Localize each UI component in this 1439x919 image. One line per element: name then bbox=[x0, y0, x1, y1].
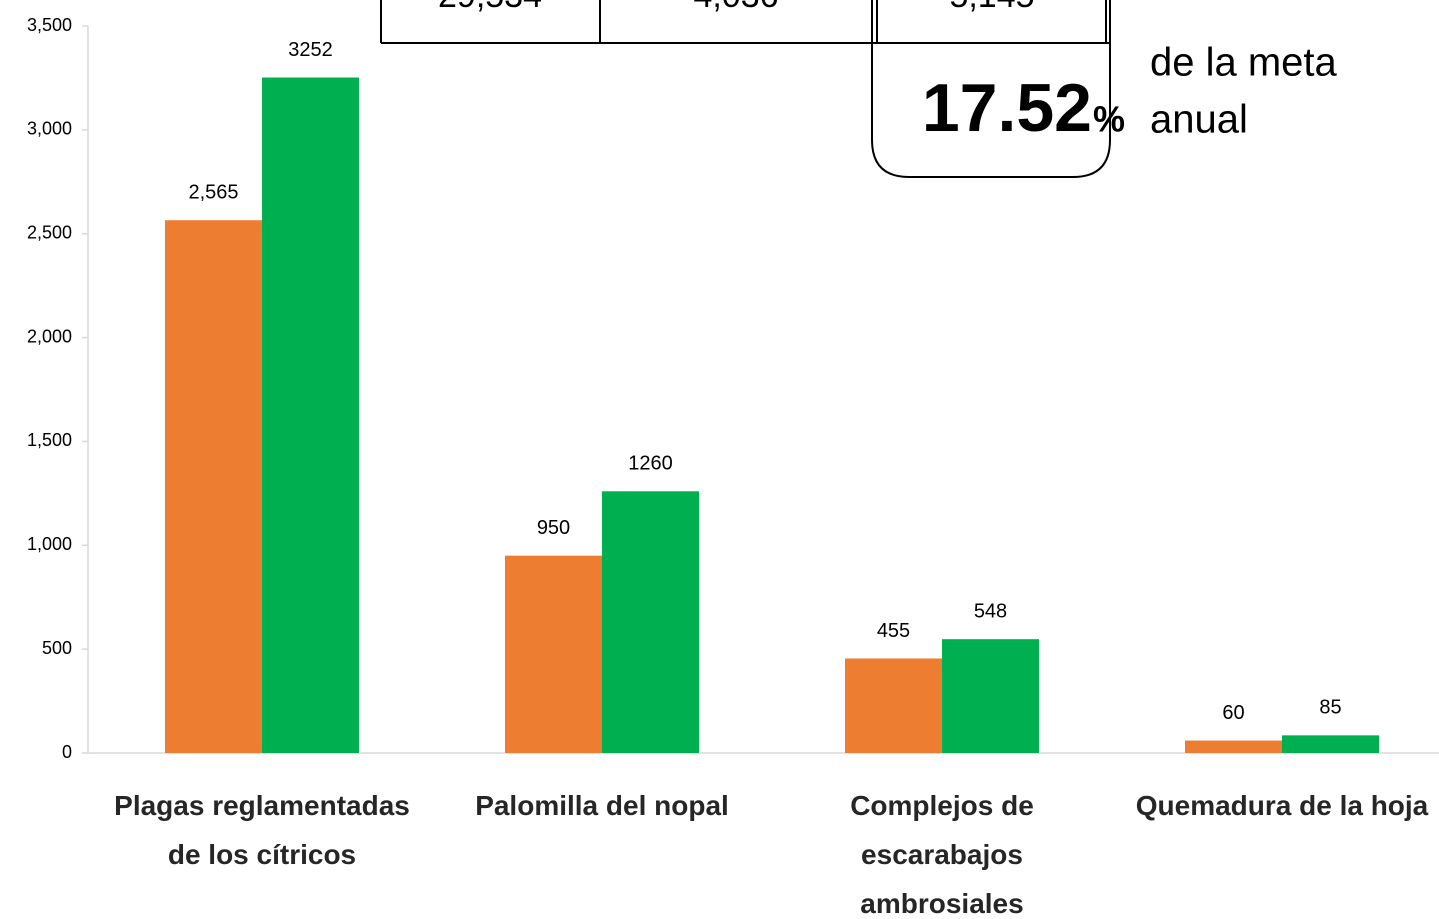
meta-caption: anual bbox=[1150, 98, 1248, 142]
y-tick-label: 500 bbox=[42, 638, 72, 658]
meta-caption: de la meta bbox=[1150, 41, 1338, 85]
bar bbox=[262, 77, 359, 754]
y-tick-label: 0 bbox=[62, 742, 72, 762]
bar bbox=[845, 658, 942, 753]
value-label: 548 bbox=[974, 600, 1007, 622]
y-tick-label: 2,000 bbox=[27, 326, 72, 346]
value-label: 2,565 bbox=[188, 181, 238, 203]
y-tick-label: 1,000 bbox=[27, 534, 72, 554]
bar bbox=[602, 491, 699, 753]
y-tick-label: 2,500 bbox=[27, 222, 72, 242]
table-cell: 5,145 bbox=[949, 0, 1034, 15]
y-tick-label: 3,000 bbox=[27, 119, 72, 139]
table-cell: 29,534 bbox=[438, 0, 542, 15]
meta-box bbox=[871, 43, 1111, 178]
meta-unit: % bbox=[1093, 99, 1125, 140]
x-tick-label: Complejos de escarabajos ambrosiales bbox=[850, 790, 1034, 919]
bar bbox=[1185, 740, 1282, 753]
y-tick-label: 3,500 bbox=[27, 15, 72, 35]
value-label: 950 bbox=[537, 517, 570, 539]
x-tick-label: Quemadura de la hoja bbox=[1135, 790, 1429, 821]
bar bbox=[165, 220, 262, 753]
value-label: 1260 bbox=[628, 453, 673, 475]
x-tick-label: Plagas reglamentadas de los cítricos bbox=[114, 790, 410, 870]
x-tick-label: Palomilla del nopal bbox=[475, 790, 729, 821]
bar bbox=[942, 639, 1039, 753]
value-label: 455 bbox=[877, 620, 910, 642]
table bbox=[380, 0, 1111, 178]
bar bbox=[1282, 735, 1379, 753]
value-label: 3252 bbox=[288, 39, 333, 61]
value-label: 85 bbox=[1319, 697, 1341, 719]
meta-value: 17.52 bbox=[922, 70, 1092, 146]
value-label: 60 bbox=[1222, 702, 1244, 724]
table-cell: 4,036 bbox=[693, 0, 778, 15]
y-tick-label: 1,500 bbox=[27, 430, 72, 450]
bar bbox=[505, 555, 602, 753]
